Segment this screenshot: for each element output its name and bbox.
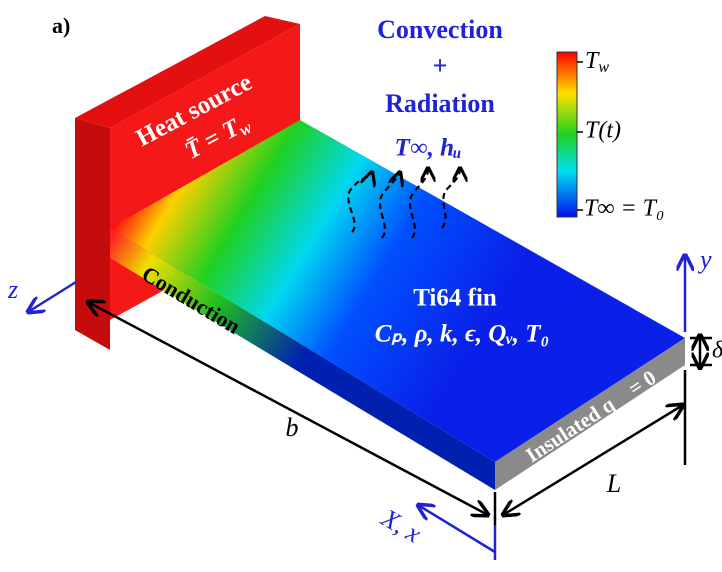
z-axis (28, 282, 76, 312)
colorbar-bottom-label: T∞ = T₀ (584, 196, 664, 222)
colorbar-ticks (577, 62, 583, 210)
colorbar-middle-label: T(t) (585, 118, 621, 144)
fin-properties: Cₚ, ρ, k, ϵ, Qᵥ, T₀ (375, 321, 550, 348)
x-axis-label: X, x (376, 503, 427, 549)
panel-label: a) (52, 13, 70, 38)
boundary-params: T∞, hᵤ (395, 135, 462, 162)
dimension-delta-label: δ (712, 338, 722, 364)
fin-label: Ti64 fin (413, 285, 497, 312)
dimension-b-label: b (286, 413, 299, 442)
dimension-l-label: L (606, 469, 621, 498)
z-axis-label: z (7, 275, 18, 304)
convection-label: Convection (377, 15, 503, 44)
colorbar-top-sub: w (598, 59, 609, 76)
colorbar (557, 52, 577, 217)
y-axis-label: y (697, 245, 712, 274)
colorbar-top-label: Tw (585, 48, 609, 76)
diagram: a) Heat source T̄ = Tw Conduction Convec… (0, 0, 722, 572)
plus-label: + (433, 51, 448, 80)
radiation-label: Radiation (385, 89, 495, 118)
wall-side (75, 118, 110, 350)
